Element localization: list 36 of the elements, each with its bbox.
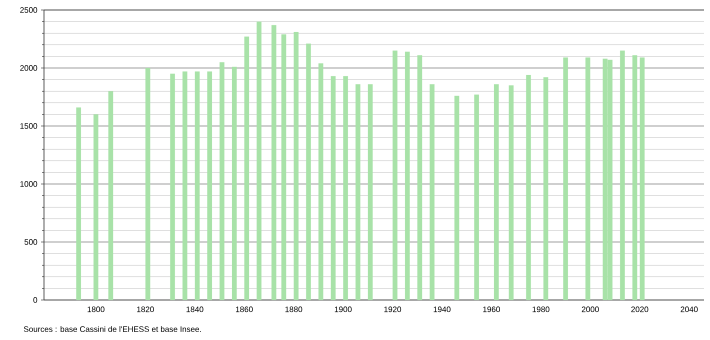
bar	[563, 58, 568, 300]
bar	[392, 50, 398, 300]
bar	[368, 84, 373, 300]
bar	[330, 76, 336, 300]
bar	[494, 84, 499, 300]
bar	[585, 58, 590, 300]
bar	[417, 55, 422, 300]
bar	[232, 66, 237, 300]
bar	[404, 52, 410, 300]
bar	[454, 96, 460, 300]
bar	[543, 77, 548, 300]
bar	[220, 62, 224, 300]
bar	[182, 71, 188, 300]
bar	[145, 68, 150, 300]
bar	[356, 84, 360, 300]
bar	[318, 63, 324, 300]
bar	[306, 44, 311, 300]
bar	[640, 58, 645, 300]
bar	[632, 55, 638, 300]
bar	[170, 74, 175, 300]
bar	[207, 71, 212, 300]
bar	[244, 36, 250, 300]
bar	[620, 50, 625, 300]
bar	[271, 25, 276, 300]
bar	[194, 71, 200, 300]
bar	[76, 107, 82, 300]
bar	[294, 32, 299, 300]
bar	[430, 84, 434, 300]
bar	[474, 94, 479, 300]
bar	[94, 114, 98, 300]
bar	[256, 22, 262, 300]
bar	[281, 34, 286, 300]
bar	[343, 76, 348, 300]
bar	[526, 74, 531, 300]
bar	[108, 91, 114, 300]
bar	[508, 85, 514, 300]
